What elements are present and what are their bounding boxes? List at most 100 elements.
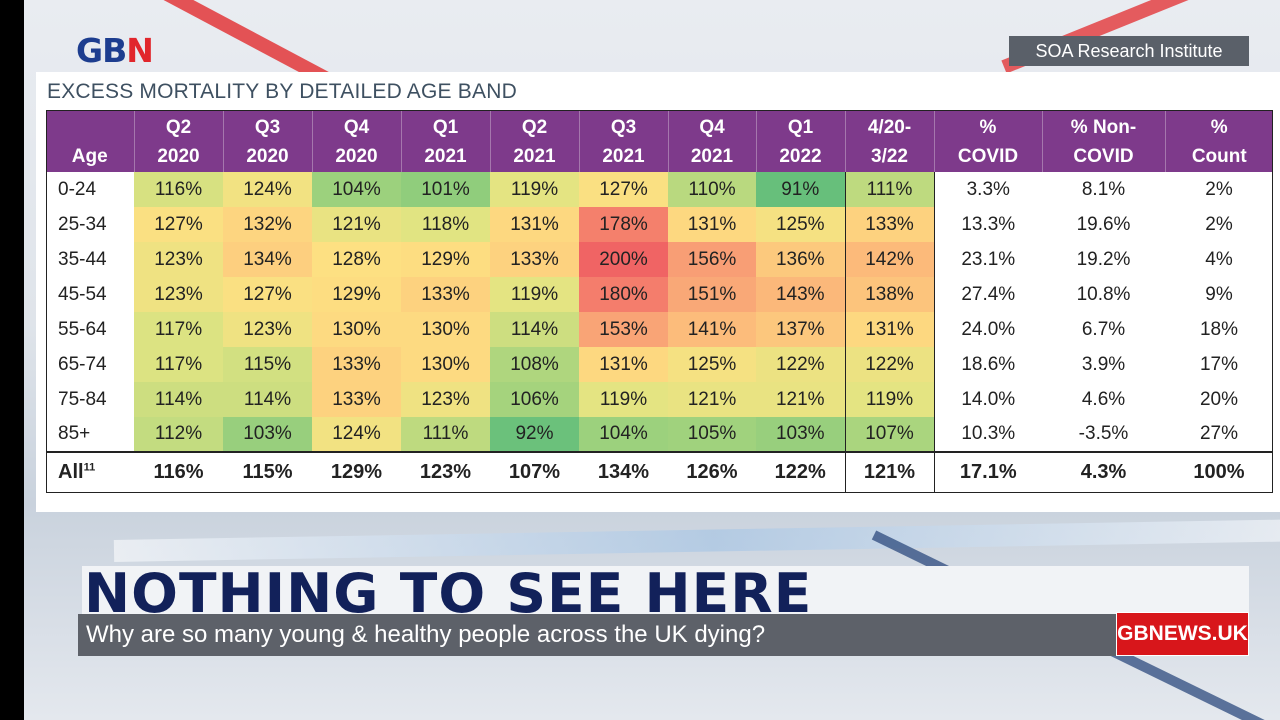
quarter-cell: 118% xyxy=(401,207,490,242)
quarter-cell: 125% xyxy=(668,347,756,382)
ticker-bar: Why are so many young & healthy people a… xyxy=(78,614,1119,656)
gbn-logo: GB N xyxy=(76,31,154,70)
quarter-cell: 107% xyxy=(490,451,579,492)
column-header: % Non- COVID xyxy=(1042,110,1166,172)
column-header-line: % xyxy=(979,117,997,138)
noncovid-pct-cell: 4.6% xyxy=(1042,382,1165,417)
quarter-cell: 125% xyxy=(756,207,845,242)
count-pct-cell: 18% xyxy=(1165,312,1273,347)
quarter-cell: 119% xyxy=(490,172,579,207)
decorative-stripe xyxy=(113,519,1280,562)
column-header: Q1 2022 xyxy=(756,110,846,172)
quarter-cell: 103% xyxy=(756,417,845,452)
quarter-cell: 111% xyxy=(401,417,490,452)
covid-pct-cell: 3.3% xyxy=(933,172,1042,207)
age-cell: 45-54 xyxy=(46,277,134,312)
column-header: Age xyxy=(46,110,135,172)
quarter-cell: 134% xyxy=(223,242,312,277)
period-total-cell: 142% xyxy=(844,242,934,277)
quarter-cell: 103% xyxy=(223,417,312,452)
footnote-marker: 11 xyxy=(83,461,96,474)
quarter-cell: 123% xyxy=(134,242,223,277)
table-row: 55-64 117% 123% 130% 130% 114% 153% 141% 137% 131… xyxy=(46,312,1273,347)
table-total-row: All11 116% 115% 129% 123% 107% 134% 126% 122% 121… xyxy=(46,451,1273,492)
covid-pct-cell: 24.0% xyxy=(933,312,1042,347)
count-pct-cell: 2% xyxy=(1165,172,1273,207)
column-header-line: 2020 xyxy=(335,146,378,167)
quarter-cell: 200% xyxy=(579,242,668,277)
column-header-line: 2021 xyxy=(513,146,556,167)
period-total-cell: 138% xyxy=(844,277,934,312)
age-cell: 25-34 xyxy=(46,207,134,242)
column-header: Q4 2021 xyxy=(668,110,757,172)
age-cell: 35-44 xyxy=(46,242,134,277)
table-row: 75-84 114% 114% 133% 123% 106% 119% 121% 121% 119… xyxy=(46,382,1273,417)
table-row: 65-74 117% 115% 133% 130% 108% 131% 125% 122% 122… xyxy=(46,347,1273,382)
covid-pct-cell: 18.6% xyxy=(933,347,1042,382)
quarter-cell: 115% xyxy=(223,451,312,492)
column-header-line: Q1 xyxy=(432,117,459,138)
quarter-cell: 131% xyxy=(579,347,668,382)
quarter-cell: 129% xyxy=(312,451,401,492)
quarter-cell: 124% xyxy=(223,172,312,207)
broadcast-frame: GB N SOA Research Institute EXCESS MORTAL… xyxy=(24,0,1280,720)
column-header-line: % xyxy=(1210,117,1228,138)
count-pct-cell: 4% xyxy=(1165,242,1273,277)
column-header-line: Q3 xyxy=(254,117,281,138)
table-row: 85+ 112% 103% 124% 111% 92% 104% 105% 103% 107% 10… xyxy=(46,417,1273,452)
age-cell: 55-64 xyxy=(46,312,134,347)
quarter-cell: 121% xyxy=(756,382,845,417)
count-pct-cell: 2% xyxy=(1165,207,1273,242)
quarter-cell: 121% xyxy=(312,207,401,242)
table-row: 35-44 123% 134% 128% 129% 133% 200% 156% 136% 142… xyxy=(46,242,1273,277)
quarter-cell: 122% xyxy=(756,347,845,382)
quarter-cell: 123% xyxy=(401,382,490,417)
noncovid-pct-cell: 8.1% xyxy=(1042,172,1165,207)
covid-pct-cell: 10.3% xyxy=(933,417,1042,452)
covid-pct-cell: 17.1% xyxy=(933,451,1042,492)
mortality-table: Age Q2 2020 Q3 2020 Q4 2020 Q1 2021 Q2 2021 Q3 2021 Q… xyxy=(46,110,1273,492)
quarter-cell: 106% xyxy=(490,382,579,417)
count-pct-cell: 17% xyxy=(1165,347,1273,382)
column-header-line: Q2 xyxy=(165,117,192,138)
quarter-cell: 128% xyxy=(312,242,401,277)
count-pct-cell: 20% xyxy=(1165,382,1273,417)
quarter-cell: 153% xyxy=(579,312,668,347)
count-pct-cell: 9% xyxy=(1165,277,1273,312)
age-cell: 75-84 xyxy=(46,382,134,417)
quarter-cell: 117% xyxy=(134,347,223,382)
quarter-cell: 131% xyxy=(490,207,579,242)
period-total-cell: 119% xyxy=(844,382,934,417)
table-row: 25-34 127% 132% 121% 118% 131% 178% 131% 125% 133… xyxy=(46,207,1273,242)
quarter-cell: 101% xyxy=(401,172,490,207)
column-header-line: COVID xyxy=(1073,146,1134,167)
column-header-line: Q4 xyxy=(699,117,725,138)
period-total-cell: 121% xyxy=(844,451,934,492)
age-cell: All11 xyxy=(46,451,134,492)
quarter-cell: 132% xyxy=(223,207,312,242)
noncovid-pct-cell: 4.3% xyxy=(1042,451,1165,492)
source-label: SOA Research Institute xyxy=(1009,36,1249,66)
quarter-cell: 178% xyxy=(579,207,668,242)
covid-pct-cell: 13.3% xyxy=(933,207,1042,242)
quarter-cell: 137% xyxy=(756,312,845,347)
quarter-cell: 143% xyxy=(756,277,845,312)
quarter-cell: 129% xyxy=(312,277,401,312)
quarter-cell: 134% xyxy=(579,451,668,492)
quarter-cell: 123% xyxy=(134,277,223,312)
quarter-cell: 133% xyxy=(312,382,401,417)
quarter-cell: 136% xyxy=(756,242,845,277)
column-header-line: 2021 xyxy=(424,146,467,167)
quarter-cell: 104% xyxy=(312,172,401,207)
covid-pct-cell: 27.4% xyxy=(933,277,1042,312)
quarter-cell: 117% xyxy=(134,312,223,347)
column-header-line: Q4 xyxy=(343,117,370,138)
quarter-cell: 114% xyxy=(134,382,223,417)
quarter-cell: 108% xyxy=(490,347,579,382)
column-header: % Count xyxy=(1165,110,1273,172)
quarter-cell: 141% xyxy=(668,312,756,347)
ticker-brand-badge: GBNEWS.UK xyxy=(1116,612,1249,656)
quarter-cell: 124% xyxy=(312,417,401,452)
column-header: Q1 2021 xyxy=(401,110,491,172)
quarter-cell: 104% xyxy=(579,417,668,452)
